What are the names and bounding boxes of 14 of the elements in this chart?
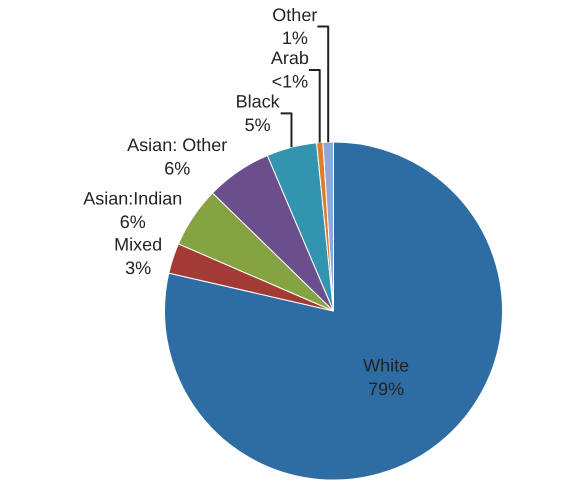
slice-label: White [363, 355, 410, 376]
data-label: 79% [368, 378, 404, 399]
slice-label: Mixed [114, 234, 162, 254]
data-label: 1% [282, 28, 308, 48]
slice-label: Asian:Indian [83, 188, 182, 208]
slice-label: Arab [270, 48, 309, 68]
data-label: <1% [272, 72, 308, 92]
data-label: 6% [120, 212, 146, 232]
data-label: 5% [244, 115, 271, 136]
data-label: 3% [125, 258, 152, 278]
slice-label: Other [272, 4, 318, 25]
slice-label: Black [236, 92, 281, 112]
data-label: 6% [164, 158, 190, 178]
slice-label: Asian: Other [127, 135, 228, 156]
